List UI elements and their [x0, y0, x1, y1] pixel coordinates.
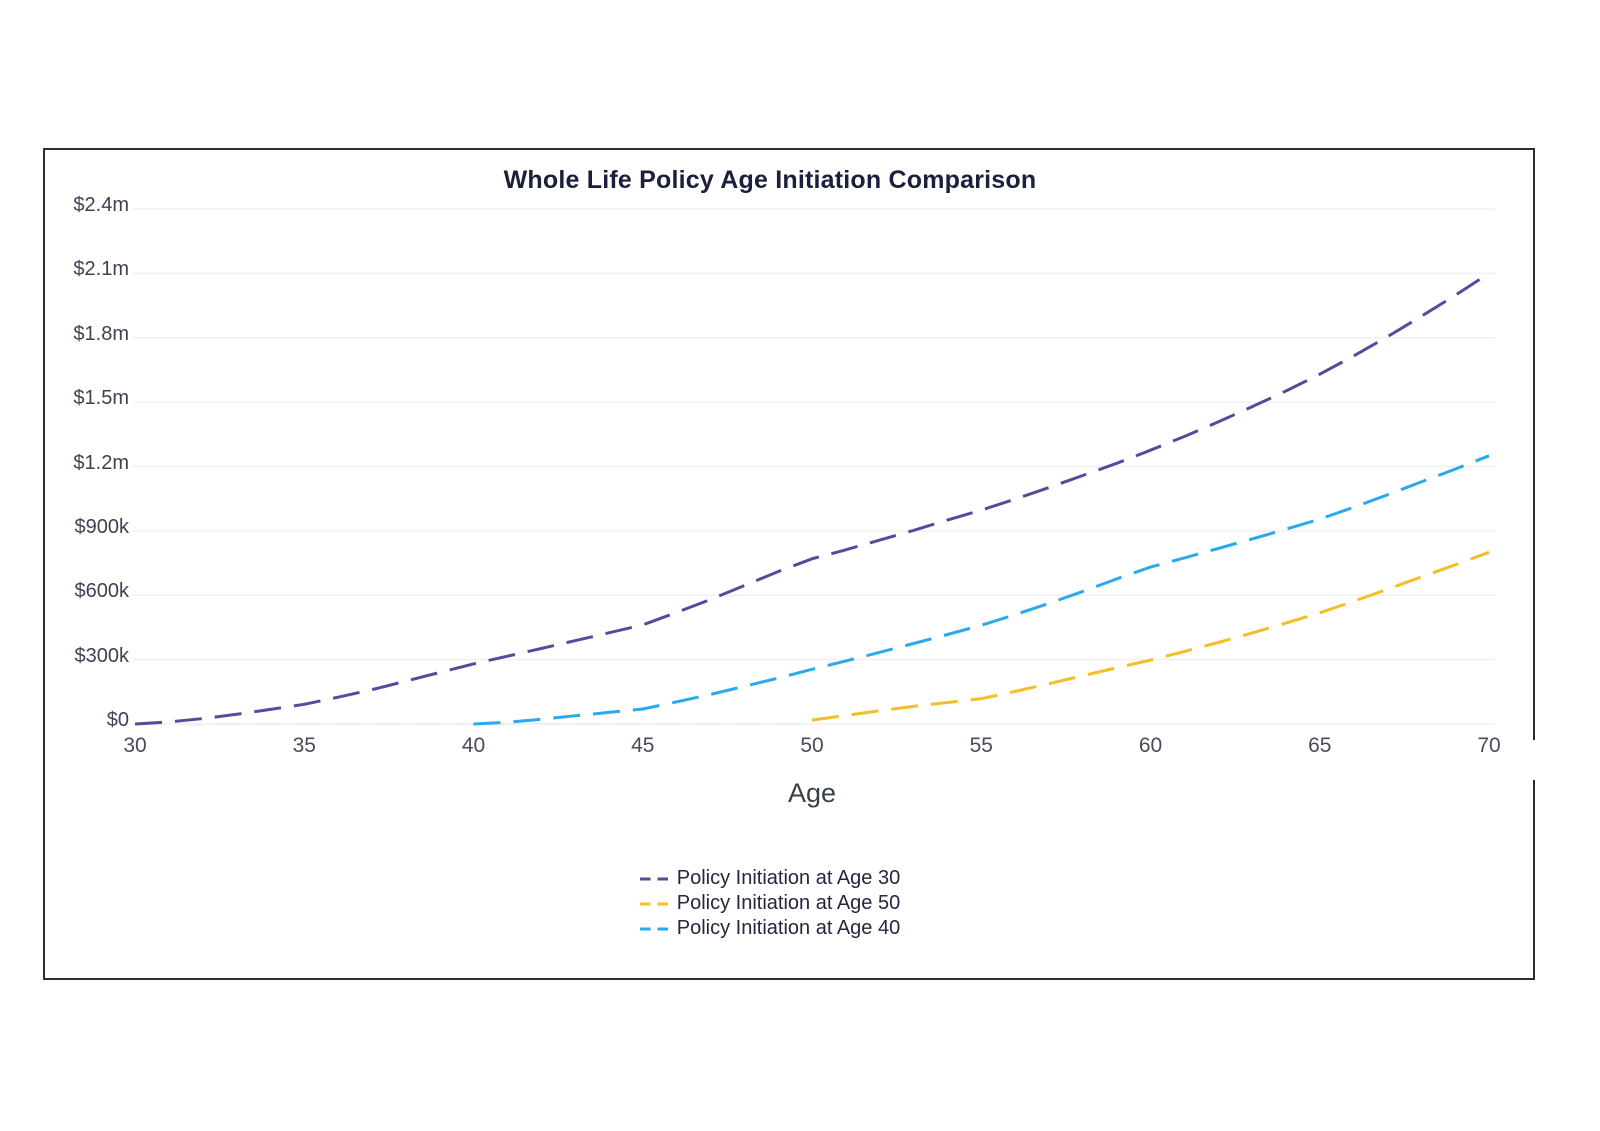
chart-plot — [133, 208, 1495, 726]
y-tick-label: $1.2m — [73, 451, 129, 474]
y-tick-label: $2.1m — [73, 258, 129, 281]
chart-title: Whole Life Policy Age Initiation Compari… — [503, 166, 1037, 194]
y-tick-label: $0 — [106, 709, 129, 731]
legend-item-age-30[interactable]: Policy Initiation at Age 30 — [639, 866, 901, 891]
y-tick-label: $900k — [74, 515, 130, 538]
y-tick-label: $600k — [74, 580, 130, 603]
x-tick-label: 55 — [969, 734, 993, 757]
series-line-40 — [473, 454, 1490, 726]
y-tick-label: $300k — [74, 644, 130, 667]
x-axis-title: Age — [787, 778, 837, 808]
x-tick-label: 60 — [1138, 734, 1163, 757]
legend-dash-swatch — [639, 902, 668, 905]
x-tick-label: 35 — [292, 734, 316, 757]
y-tick-label: $1.8m — [73, 322, 129, 345]
y-tick-label: $1.5m — [73, 387, 129, 410]
legend-item-age-50[interactable]: Policy Initiation at Age 50 — [639, 891, 901, 916]
chart-card: Whole Life Policy Age Initiation Compari… — [43, 148, 1536, 980]
series-line-30 — [134, 272, 1490, 726]
legend-label: Policy Initiation at Age 40 — [676, 917, 901, 939]
legend-dash-swatch — [639, 877, 668, 880]
legend-item-age-40[interactable]: Policy Initiation at Age 40 — [639, 916, 901, 941]
x-tick-label: 70 — [1477, 734, 1501, 757]
x-tick-label: 45 — [631, 734, 655, 757]
legend-label: Policy Initiation at Age 50 — [676, 892, 901, 914]
legend: Policy Initiation at Age 30 Policy Initia… — [45, 866, 1495, 941]
y-tick-label: $2.4m — [73, 194, 129, 216]
x-tick-label: 30 — [123, 734, 147, 757]
legend-dash-swatch — [639, 927, 668, 930]
x-tick-label: 50 — [800, 734, 824, 757]
x-tick-label: 65 — [1308, 734, 1332, 757]
legend-label: Policy Initiation at Age 30 — [676, 867, 901, 889]
x-tick-label: 40 — [461, 734, 486, 757]
series-line-50 — [811, 550, 1490, 722]
border-gap — [1529, 740, 1536, 780]
